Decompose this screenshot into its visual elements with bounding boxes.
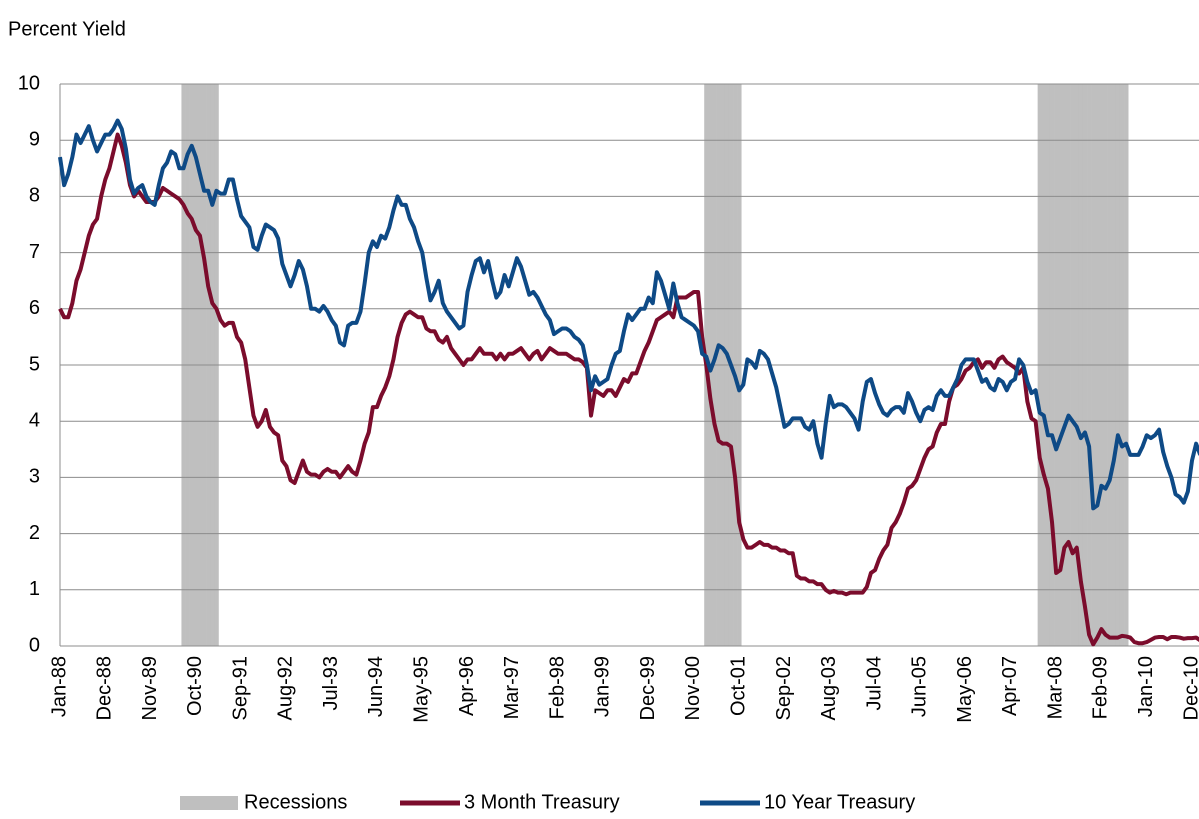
x-tick-label: Nov-89 xyxy=(139,656,161,720)
x-tick-label: Jun-94 xyxy=(365,656,387,717)
y-tick-label: 5 xyxy=(29,353,40,375)
y-tick-label: 3 xyxy=(29,466,40,488)
legend-label: Recessions xyxy=(244,791,347,813)
y-tick-label: 1 xyxy=(29,578,40,600)
x-tick-label: Aug-03 xyxy=(818,656,840,721)
y-axis-title: Percent Yield xyxy=(8,18,126,40)
x-tick-label: Feb-98 xyxy=(546,656,568,719)
x-tick-label: Jan-88 xyxy=(48,656,70,717)
x-tick-label: Oct-90 xyxy=(184,656,206,716)
y-tick-label: 0 xyxy=(29,634,40,656)
x-tick-label: Sep-91 xyxy=(229,656,251,721)
y-tick-label: 4 xyxy=(29,409,40,431)
y-tick-label: 6 xyxy=(29,297,40,319)
x-tick-label: May-06 xyxy=(954,656,976,723)
x-tick-label: Jan-10 xyxy=(1135,656,1157,717)
legend-label: 10 Year Treasury xyxy=(764,791,915,813)
x-tick-label: Apr-07 xyxy=(999,656,1021,716)
y-tick-label: 2 xyxy=(29,522,40,544)
x-tick-label: Dec-99 xyxy=(637,656,659,720)
x-tick-label: Feb-09 xyxy=(1090,656,1112,719)
y-tick-label: 8 xyxy=(29,185,40,207)
legend-swatch xyxy=(180,796,238,810)
x-tick-label: May-95 xyxy=(411,656,433,723)
x-tick-label: Jun-05 xyxy=(909,656,931,717)
series-line xyxy=(58,118,1199,511)
x-tick-label: Mar-97 xyxy=(501,656,523,719)
x-tick-label: Mar-08 xyxy=(1044,656,1066,719)
x-tick-label: Oct-01 xyxy=(727,656,749,716)
x-tick-label: Jan-99 xyxy=(592,656,614,717)
grid-layer xyxy=(59,83,1199,647)
legend-label: 3 Month Treasury xyxy=(464,791,620,813)
y-tick-label: 10 xyxy=(18,72,40,94)
x-tick-label: Aug-92 xyxy=(275,656,297,721)
series-line xyxy=(58,132,1199,647)
x-tick-label: Dec-88 xyxy=(94,656,116,720)
y-tick-label: 9 xyxy=(29,128,40,150)
y-tick-label: 7 xyxy=(29,241,40,263)
lines-layer xyxy=(58,118,1199,647)
x-tick-label: Apr-96 xyxy=(456,656,478,716)
x-tick-label: Sep-02 xyxy=(773,656,795,721)
x-tick-label: Jul-04 xyxy=(863,656,885,710)
x-tick-label: Dec-10 xyxy=(1180,656,1199,720)
x-tick-label: Jul-93 xyxy=(320,656,342,710)
x-tick-label: Nov-00 xyxy=(682,656,704,720)
